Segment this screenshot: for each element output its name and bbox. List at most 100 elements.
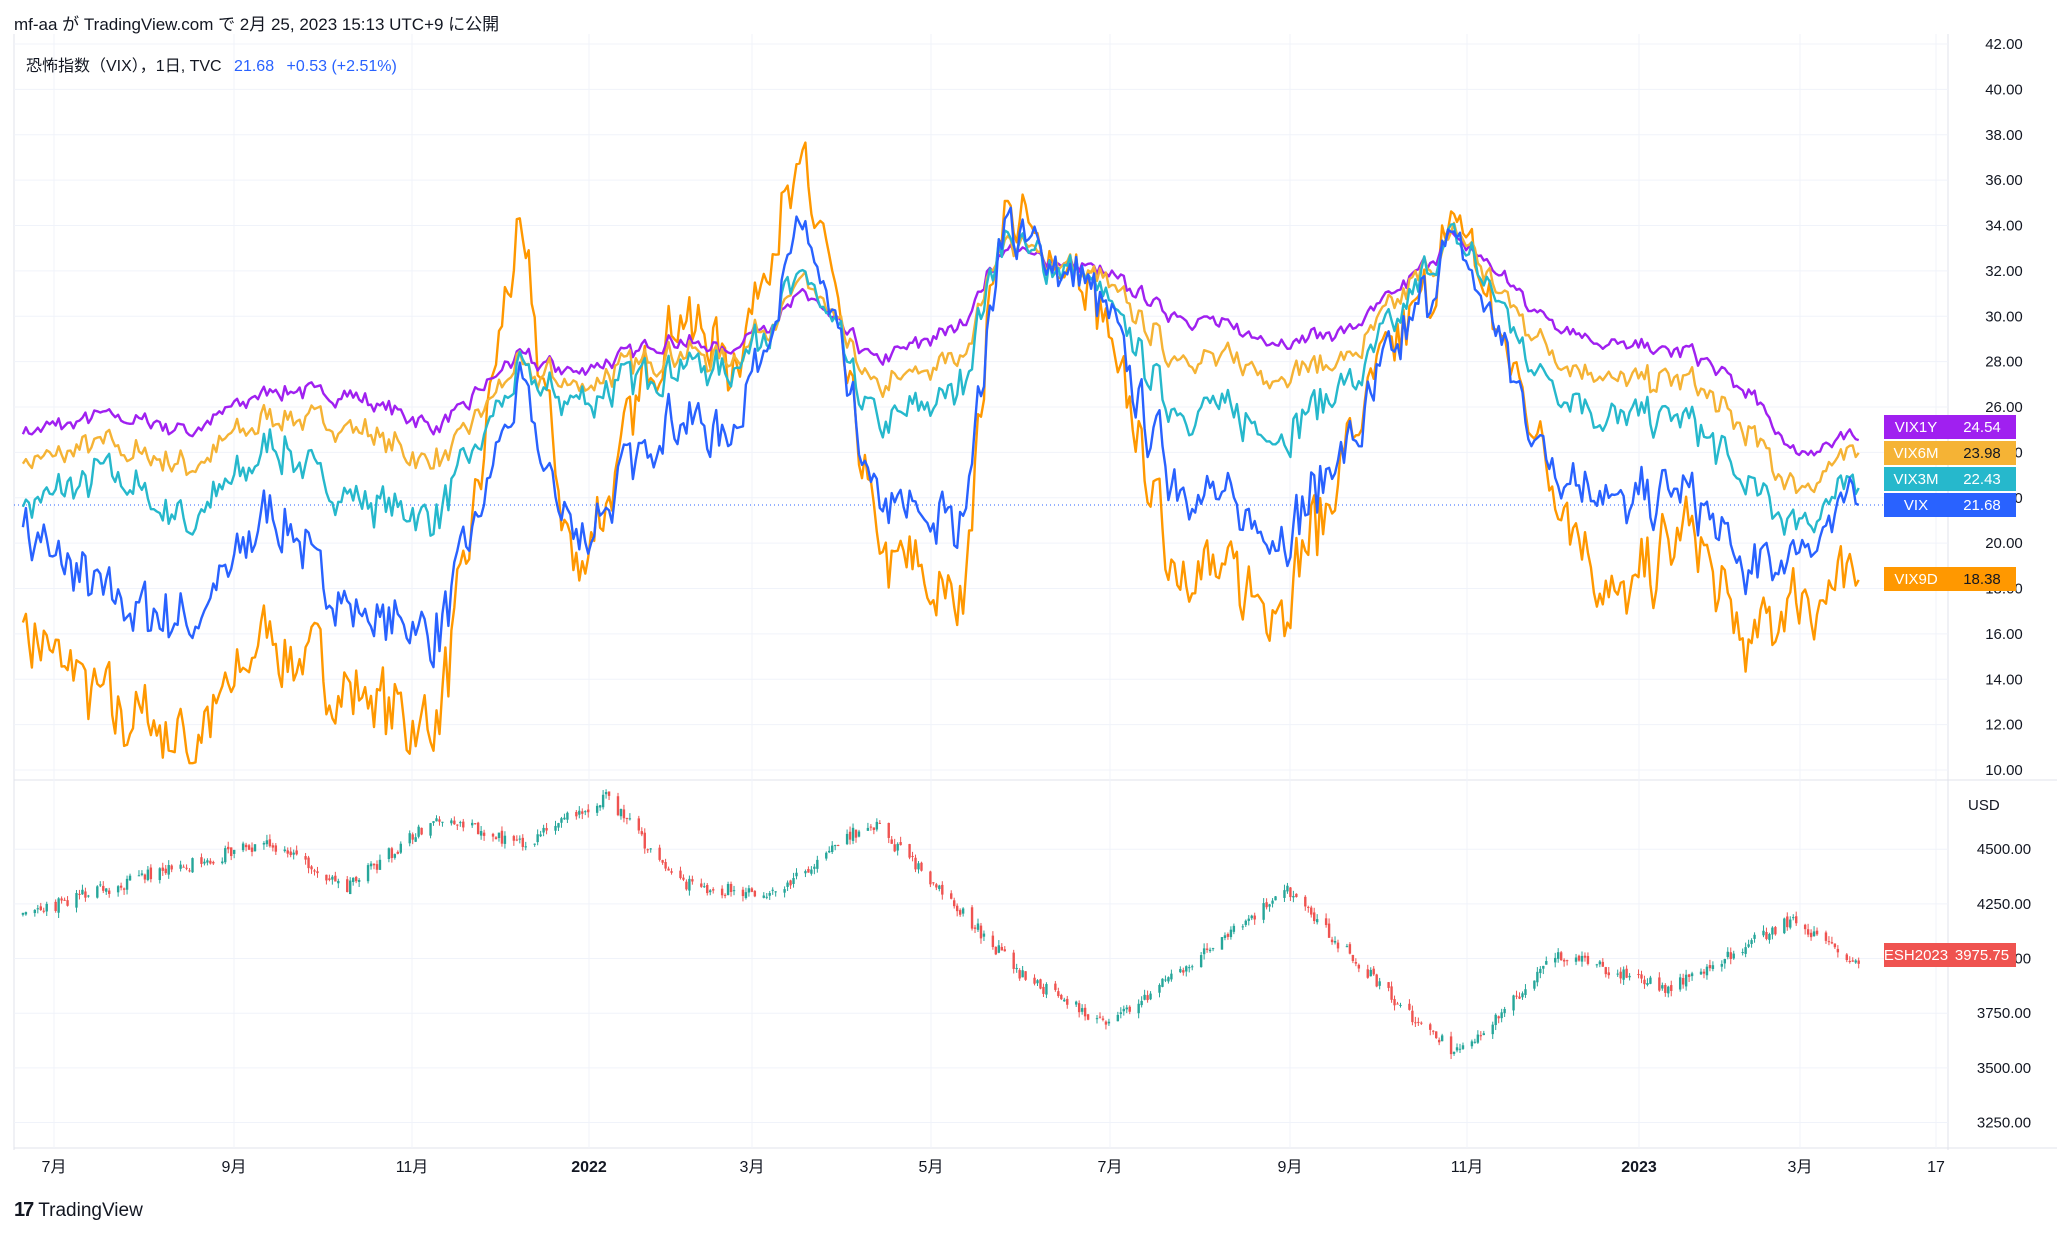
candle-body: [1057, 991, 1060, 996]
candle-body: [1077, 1003, 1081, 1013]
candle-body: [851, 827, 855, 841]
candle-body: [607, 791, 611, 796]
candle-body: [997, 945, 1001, 953]
candle-body: [331, 876, 334, 880]
candle-body: [1000, 946, 1004, 951]
x-tick-label: 5月: [919, 1159, 944, 1176]
candle-body: [1289, 887, 1292, 898]
candle-body: [494, 837, 498, 840]
candle-body: [1021, 970, 1024, 978]
candle-body: [1179, 969, 1182, 973]
candle-body: [1687, 974, 1691, 977]
candle-body: [349, 880, 352, 895]
candle-body: [1366, 969, 1369, 978]
candle-body: [21, 912, 25, 915]
candle-body: [1417, 1021, 1420, 1023]
candle-body: [265, 840, 269, 845]
badge-vix1y: VIX1Y 24.54: [1884, 415, 2016, 439]
candle-body: [831, 845, 834, 852]
y-tick-label: 26.00: [1985, 399, 2023, 416]
candle-body: [1554, 957, 1557, 963]
candle-body: [1098, 1016, 1102, 1018]
badge-value: 24.54: [1963, 419, 2001, 436]
candle-body: [1815, 930, 1819, 935]
candle-body: [119, 885, 123, 888]
candle-body: [393, 854, 397, 858]
candle-body: [1226, 933, 1230, 937]
candle-body: [1604, 967, 1607, 975]
candle-body: [1083, 1007, 1087, 1017]
candle-body: [1095, 1018, 1099, 1020]
candle-body: [1033, 977, 1036, 984]
tradingview-brand[interactable]: 17 TradingView: [14, 1199, 143, 1222]
badge-vix3m: VIX3M 22.43: [1884, 467, 2016, 491]
x-tick-label: 2023: [1621, 1159, 1657, 1176]
candle-body: [396, 851, 400, 854]
symbol-legend[interactable]: 恐怖指数（VIX），1日, TVC 21.68 +0.53 (+2.51%): [26, 52, 397, 76]
candle-body: [476, 822, 480, 835]
candle-body: [1420, 1022, 1423, 1024]
candle-body: [417, 826, 420, 837]
candle-body: [899, 842, 902, 846]
candle-body: [711, 889, 715, 891]
candle-body: [1786, 916, 1789, 928]
x-tick-label: 9月: [1278, 1159, 1303, 1176]
candle-body: [1533, 980, 1536, 989]
candle-body: [646, 849, 649, 851]
candle-body: [161, 867, 164, 871]
candle-body: [1678, 977, 1682, 990]
candle-body: [878, 822, 882, 824]
y-tick-label: 30.00: [1985, 308, 2023, 325]
candle-body: [1411, 1010, 1414, 1023]
candle-body: [979, 925, 983, 939]
candle-body: [970, 907, 974, 929]
candle-body: [1054, 983, 1057, 990]
candle-body: [875, 821, 879, 830]
candle-body: [102, 885, 105, 891]
candle-body: [1208, 949, 1212, 952]
candle-body: [1806, 929, 1810, 935]
candle-body: [1809, 932, 1813, 938]
candle-body: [1664, 984, 1667, 993]
candle-body: [33, 909, 37, 914]
candle-body: [703, 886, 706, 888]
candle-body: [741, 889, 745, 897]
badge-series-name: VIX3M: [1893, 471, 1938, 488]
badge-value-bg: [1948, 567, 2016, 591]
y-tick-label: 38.00: [1985, 127, 2023, 144]
candle-body: [500, 830, 504, 844]
candle-body: [75, 893, 78, 908]
candle-body: [512, 836, 516, 841]
candle-body: [1640, 974, 1643, 979]
candle-body: [1324, 918, 1328, 926]
candle-body: [1667, 986, 1670, 994]
candle-body: [747, 888, 751, 893]
candle-body: [685, 881, 688, 890]
candle-body: [887, 823, 890, 838]
candle-body: [1066, 998, 1069, 1005]
candle-body: [1330, 939, 1334, 943]
candle-body: [536, 834, 539, 843]
candle-body: [87, 895, 90, 897]
candle-body: [643, 832, 646, 849]
candle-body: [1104, 1021, 1108, 1025]
candle-body: [456, 824, 459, 826]
candle-body: [1107, 1021, 1111, 1024]
candle-body: [771, 889, 774, 891]
candle-body: [1622, 969, 1625, 980]
candle-body: [1607, 972, 1610, 976]
candle-body: [932, 882, 935, 884]
candle-body: [804, 871, 807, 874]
y-tick-label: 16.00: [1985, 626, 2023, 643]
candle-body: [462, 821, 465, 828]
candle-body: [108, 890, 111, 894]
candle-body: [1045, 984, 1048, 995]
candle-body: [991, 935, 995, 948]
candle-body: [1732, 953, 1735, 959]
candle-body: [1649, 977, 1652, 984]
candle-body: [729, 883, 733, 893]
candle-body: [625, 817, 629, 819]
x-tick-label: 11月: [1451, 1159, 1484, 1176]
